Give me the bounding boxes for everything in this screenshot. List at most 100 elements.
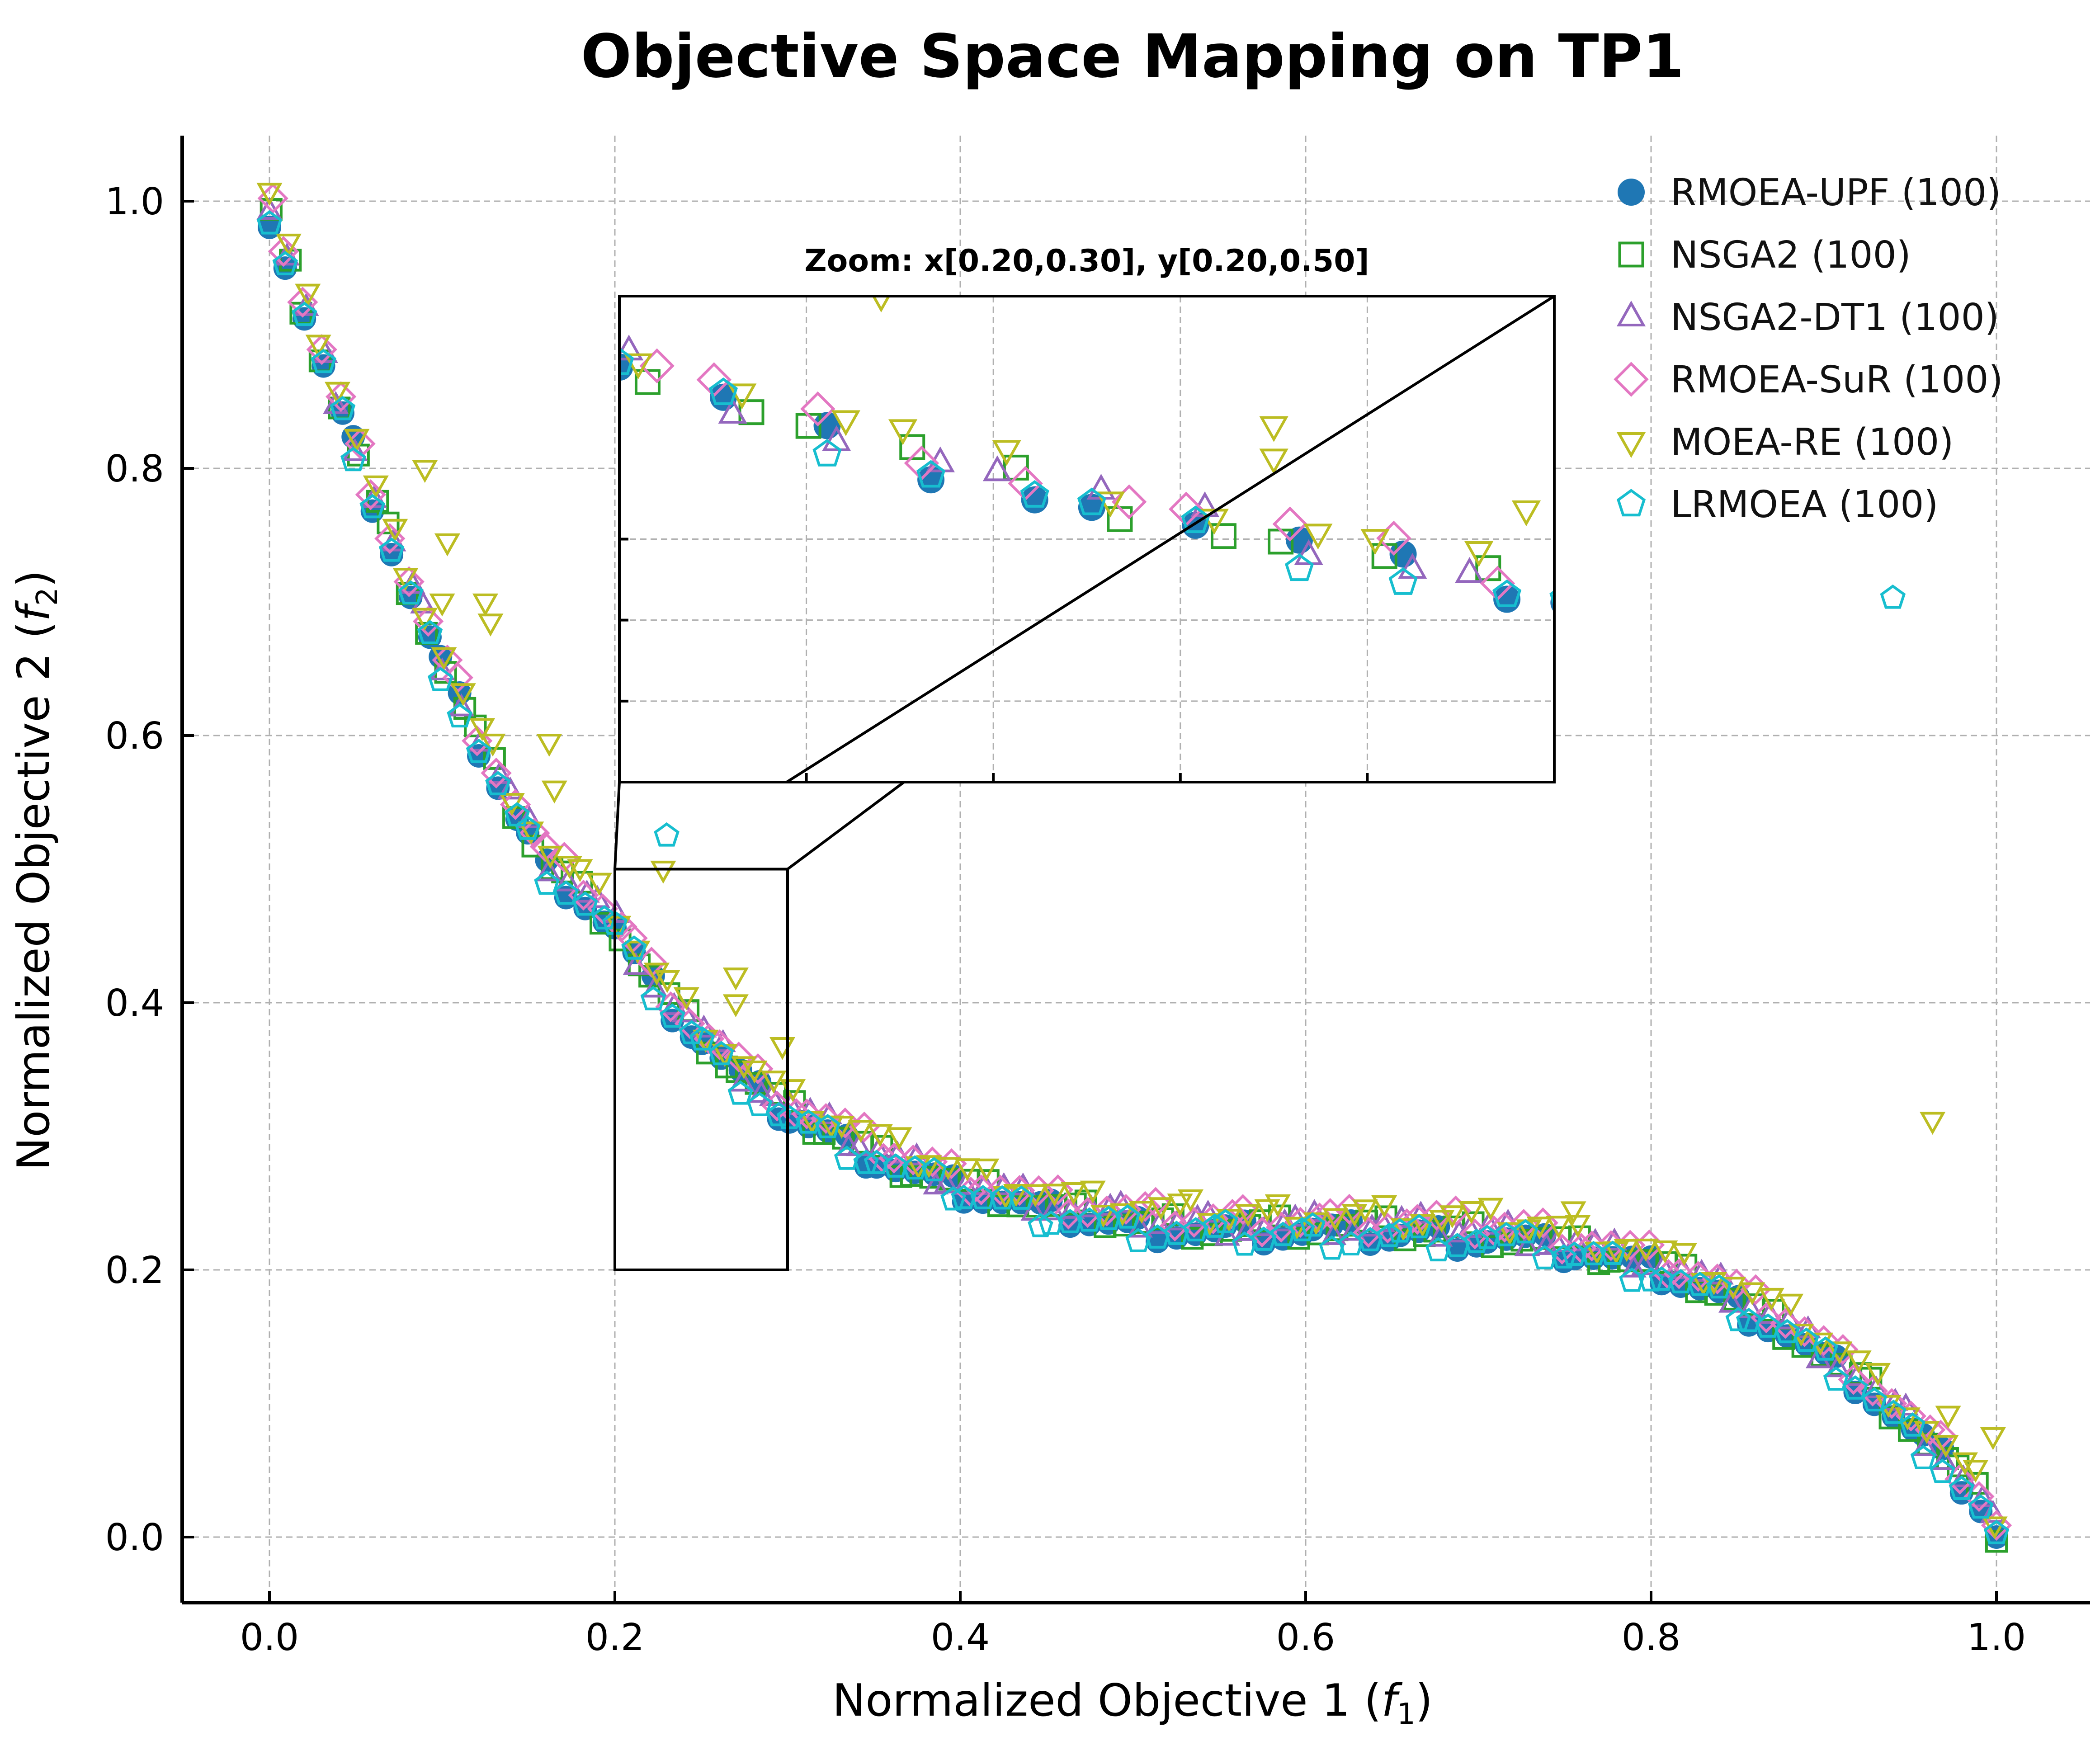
y-tick-label: 0.6 <box>105 715 164 758</box>
inset-point-moea-re-100 <box>1303 524 1333 550</box>
x-tick-label: 1.0 <box>1967 1616 2026 1659</box>
point-moea-re-100 <box>382 519 408 542</box>
point-lrmoea-100 <box>834 1146 860 1170</box>
point-lrmoea-100 <box>1638 1267 1664 1292</box>
point-lrmoea-100 <box>796 1109 821 1134</box>
point-moea-re-100 <box>1865 1363 1891 1386</box>
point-lrmoea-100 <box>256 210 283 235</box>
point-lrmoea-100 <box>466 739 492 763</box>
point-moea-re-100 <box>867 1124 893 1147</box>
point-lrmoea-100 <box>1300 1212 1326 1237</box>
point-rmoea-sur-100 <box>529 831 561 862</box>
point-moea-re-100 <box>305 335 331 358</box>
point-lrmoea-100 <box>1406 1214 1432 1239</box>
point-nsga2-dt1-100 <box>1650 1254 1676 1277</box>
inset-point-nsga2-100 <box>1210 523 1236 549</box>
inset-point-nsga2-dt1-100 <box>718 397 747 424</box>
point-moea-re-100 <box>537 845 563 869</box>
legend-label: NSGA2 (100) <box>1671 234 1911 277</box>
point-nsga2-dt1-100 <box>535 858 562 882</box>
inset-outlier-point <box>1259 448 1288 475</box>
point-nsga2-dt1-100 <box>1825 1354 1851 1377</box>
point-lrmoea-100 <box>447 703 472 728</box>
point-lrmoea-100 <box>1793 1327 1819 1352</box>
point-moea-re-100 <box>1216 1208 1242 1232</box>
y-tick-label: 0.4 <box>105 982 164 1025</box>
point-nsga2-dt1-100 <box>516 805 543 828</box>
point-rmoea-sur-100 <box>1876 1388 1907 1419</box>
outlier-point <box>722 967 749 991</box>
point-lrmoea-100 <box>572 891 598 916</box>
inset-background <box>619 296 1554 782</box>
point-nsga2-dt1-100 <box>555 868 581 892</box>
point-moea-re-100 <box>1322 1208 1349 1231</box>
point-lrmoea-100 <box>921 1157 947 1182</box>
point-nsga2-dt1-100 <box>1931 1447 1957 1470</box>
legend-label: LRMOEA (100) <box>1671 483 1938 526</box>
inset-point-nsga2-dt1-100 <box>982 455 1012 481</box>
inset-point-rmoea-sur-100 <box>538 329 569 360</box>
point-rmoea-sur-100 <box>1159 1210 1190 1242</box>
point-moea-re-100 <box>557 856 583 879</box>
point-lrmoea-100 <box>1463 1228 1490 1253</box>
point-moea-re-100 <box>1933 1435 1959 1458</box>
point-rmoea-sur-100 <box>878 1142 910 1174</box>
point-moea-re-100 <box>1652 1240 1678 1264</box>
point-lrmoea-100 <box>1968 1494 1994 1519</box>
point-moea-re-100 <box>1546 1216 1572 1239</box>
legend-marker <box>1616 432 1646 458</box>
point-nsga2-dt1-100 <box>1718 1289 1745 1313</box>
point-rmoea-sur-100 <box>1683 1261 1714 1292</box>
inset-outlier-point <box>1511 500 1541 527</box>
point-moea-re-100 <box>1235 1204 1261 1227</box>
point-lrmoea-100 <box>1755 1313 1781 1338</box>
point-moea-re-100 <box>654 970 680 993</box>
point-rmoea-sur-100 <box>742 1053 774 1085</box>
legend-marker <box>1614 362 1649 397</box>
inset-point-rmoea-sur-100 <box>1376 520 1411 556</box>
inset-point-lrmoea-100 <box>708 377 738 405</box>
point-moea-re-100 <box>1429 1210 1455 1233</box>
point-lrmoea-100 <box>272 251 298 275</box>
point-rmoea-sur-100 <box>500 789 531 820</box>
point-lrmoea-100 <box>1202 1213 1228 1238</box>
point-nsga2-dt1-100 <box>953 1171 979 1195</box>
point-rmoea-sur-100 <box>481 757 512 789</box>
point-lrmoea-100 <box>1881 1400 1907 1424</box>
point-moea-re-100 <box>411 608 438 631</box>
point-lrmoea-100 <box>689 1026 715 1051</box>
point-moea-re-100 <box>1671 1243 1697 1266</box>
inset-point-moea-re-100 <box>1464 541 1494 567</box>
point-lrmoea-100 <box>864 1150 890 1174</box>
inset-point-lrmoea-100 <box>812 439 842 467</box>
x-tick-label: 0.4 <box>931 1616 990 1659</box>
point-lrmoea-100 <box>1668 1269 1694 1293</box>
point-moea-re-100 <box>1352 1199 1378 1222</box>
point-lrmoea-100 <box>1736 1307 1762 1332</box>
point-lrmoea-100 <box>1600 1241 1626 1265</box>
outlier-point <box>541 780 567 804</box>
point-nsga2-dt1-100 <box>759 1083 785 1106</box>
legend-label: NSGA2-DT1 (100) <box>1671 296 1999 339</box>
point-rmoea-sur-100 <box>568 879 599 911</box>
point-lrmoea-100 <box>1861 1387 1888 1412</box>
point-nsga2-dt1-100 <box>1427 1223 1453 1247</box>
point-moea-re-100 <box>1952 1452 1978 1476</box>
point-moea-re-100 <box>1265 1194 1291 1217</box>
point-lrmoea-100 <box>640 986 666 1010</box>
inset-point-moea-re-100 <box>1571 553 1595 575</box>
inset-point-rmoea-sur-100 <box>800 391 835 427</box>
point-moea-re-100 <box>973 1158 1000 1182</box>
inset-point-lrmoea-100 <box>1492 579 1522 607</box>
point-lrmoea-100 <box>417 620 443 645</box>
outlier-point <box>1935 1406 1961 1429</box>
inset-point-rmoea-sur-100 <box>1272 506 1308 542</box>
point-lrmoea-100 <box>553 880 579 905</box>
axis-ticks: 0.0 0.2 0.4 0.6 0.8 1.0 0.0 0.2 0.4 0.6 0.8 1.0 <box>105 180 2026 1659</box>
point-moea-re-100 <box>1148 1197 1174 1220</box>
point-moea-re-100 <box>1303 1212 1329 1236</box>
point-moea-re-100 <box>954 1158 980 1181</box>
point-rmoea-sur-100 <box>519 817 550 849</box>
point-lrmoea-100 <box>514 816 541 840</box>
point-moea-re-100 <box>1177 1189 1203 1212</box>
